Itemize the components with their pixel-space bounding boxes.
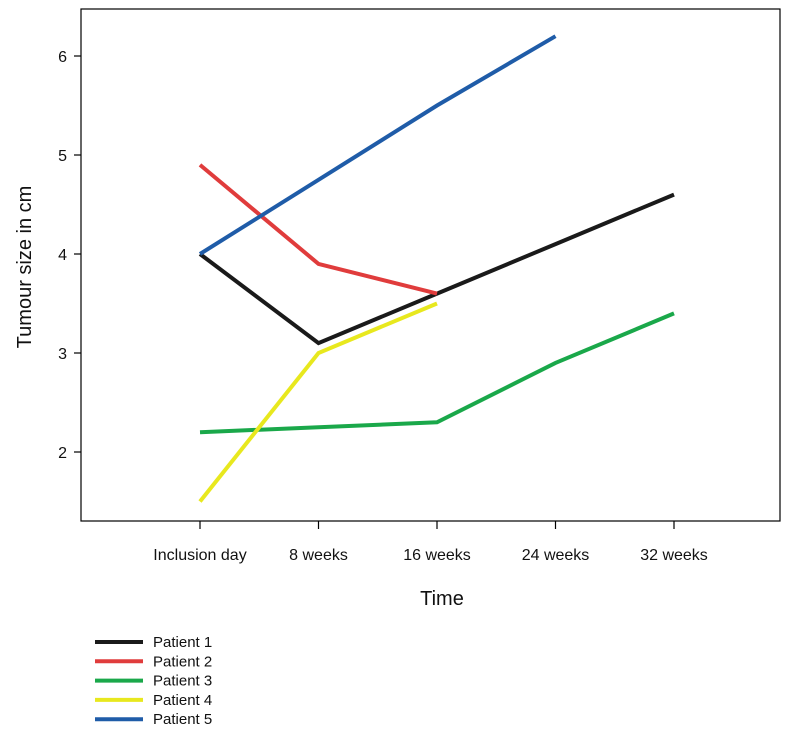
legend-item: Patient 3 <box>95 673 212 690</box>
legend: Patient 1 Patient 2 Patient 3 Patient 4 Pati… <box>95 634 212 728</box>
series-line-patient-4 <box>198 301 438 503</box>
x-axis-title: Time <box>420 588 464 610</box>
legend-label: Patient 5 <box>153 711 212 728</box>
series-line-patient-3 <box>199 311 675 435</box>
legend-item: Patient 5 <box>95 711 212 728</box>
series-line-patient-2 <box>198 163 438 296</box>
plot-area-frame <box>80 8 781 522</box>
x-tick-label: 8 weeks <box>289 547 348 564</box>
y-axis: 2 3 4 5 6 <box>58 49 81 462</box>
x-axis: Inclusion day 8 weeks 16 weeks 24 weeks 32 w… <box>153 521 708 564</box>
y-tick-label: 2 <box>58 445 67 462</box>
y-tick-label: 4 <box>58 247 67 264</box>
legend-label: Patient 1 <box>153 634 212 651</box>
legend-item: Patient 1 <box>95 634 212 651</box>
x-tick-label: 24 weeks <box>522 547 590 564</box>
y-axis-title: Tumour size in cm <box>14 186 36 349</box>
y-tick-label: 6 <box>58 49 67 66</box>
legend-label: Patient 2 <box>153 653 212 670</box>
x-tick-label: Inclusion day <box>153 547 246 564</box>
legend-label: Patient 4 <box>153 692 212 709</box>
legend-item: Patient 4 <box>95 692 212 709</box>
y-tick-label: 5 <box>58 148 67 165</box>
legend-item: Patient 2 <box>95 653 212 670</box>
legend-label: Patient 3 <box>153 673 212 690</box>
series-line-patient-1 <box>198 192 675 346</box>
series-lines <box>198 34 675 503</box>
y-tick-label: 3 <box>58 346 67 363</box>
series-line-patient-5 <box>198 34 557 256</box>
x-tick-label: 16 weeks <box>403 547 471 564</box>
x-tick-label: 32 weeks <box>640 547 708 564</box>
